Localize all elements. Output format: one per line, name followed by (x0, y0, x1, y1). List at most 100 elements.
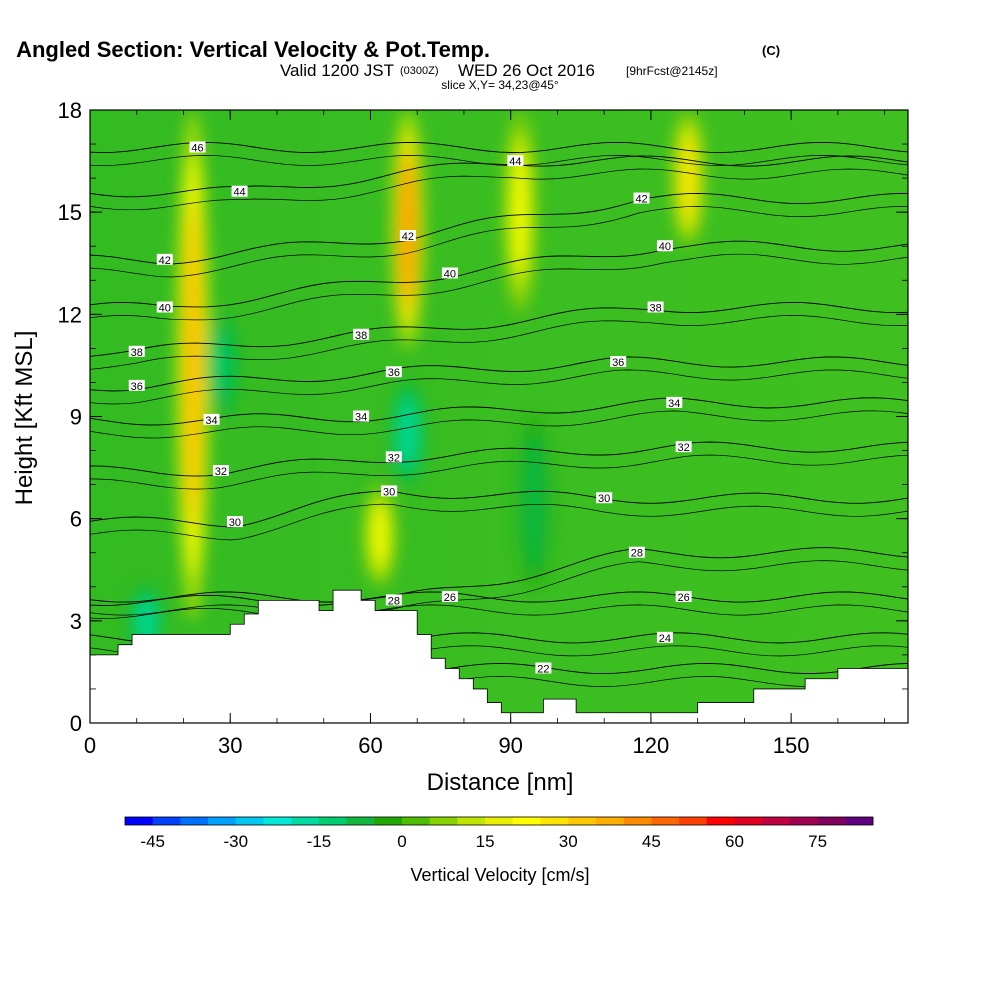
colorbar-tick-label: 0 (397, 832, 406, 851)
downdraft-band-1-level-2 (399, 400, 416, 467)
isotherm-label: 28 (628, 546, 645, 560)
valid-date: WED 26 Oct 2016 (458, 61, 595, 80)
isotherm-label: 38 (647, 301, 664, 315)
colorbar-swatch (485, 817, 514, 825)
isotherm-44-minor (90, 168, 908, 211)
isotherm-label-text: 22 (537, 664, 549, 676)
isotherm-label-text: 42 (635, 194, 647, 206)
isotherm-26-minor (90, 604, 908, 616)
isotherm-label-bg (507, 155, 524, 167)
isotherm-label-text: 30 (229, 517, 241, 529)
y-tick-label: 15 (58, 200, 82, 225)
isotherm-40-minor (90, 253, 908, 321)
isotherm-label: 40 (156, 301, 173, 315)
isotherm-label-bg (385, 451, 402, 463)
colorbar-swatch (540, 817, 569, 825)
isotherm-label-text: 44 (509, 156, 521, 168)
isotherm-label-bg (535, 662, 552, 674)
y-tick-label: 6 (70, 507, 82, 532)
isotherm-34 (90, 397, 908, 426)
isotherm-label: 44 (231, 185, 248, 199)
isotherm-label-text: 46 (191, 142, 203, 154)
isotherm-label: 32 (212, 464, 229, 478)
colorbar-tick-label: -30 (224, 832, 249, 851)
isotherm-label: 30 (226, 516, 243, 529)
isotherm-label: 38 (353, 328, 370, 342)
isotherm-label-text: 28 (631, 548, 643, 560)
colorbar-swatch (374, 817, 403, 825)
isotherm-label: 34 (353, 410, 370, 424)
isotherm-label-bg (203, 413, 220, 425)
colorbar-swatch (595, 817, 624, 825)
colorbar-swatch (817, 817, 846, 825)
colorbar-swatch (429, 817, 458, 825)
isotherm-40 (90, 240, 908, 308)
isotherm-42-minor (90, 206, 908, 278)
isotherm-label: 32 (385, 451, 402, 464)
isotherm-46 (90, 141, 908, 154)
isotherm-34-minor (90, 410, 908, 439)
updraft-band-2-level-2 (371, 503, 388, 569)
x-tick-label: 30 (218, 733, 242, 758)
colorbar-swatch (152, 817, 181, 825)
colorbar-swatch (318, 817, 347, 825)
isotherm-label-text: 30 (598, 493, 610, 505)
isotherm-label: 26 (675, 590, 692, 604)
isotherm-label-bg (441, 267, 458, 279)
chart-title: Angled Section: Vertical Velocity & Pot.… (16, 37, 490, 62)
isotherm-label-text: 42 (402, 231, 414, 243)
x-tick-label: 120 (633, 733, 670, 758)
isotherm-label: 42 (399, 230, 416, 243)
isotherm-28 (90, 547, 908, 606)
isotherm-label-bg (128, 379, 145, 391)
isotherm-label-text: 30 (383, 486, 395, 498)
isotherm-label: 42 (633, 192, 650, 206)
isotherm-label: 28 (385, 594, 402, 607)
isotherm-label: 26 (441, 590, 458, 604)
isotherm-label: 32 (675, 441, 692, 454)
isotherm-label-text: 38 (131, 347, 143, 359)
isotherm-label: 40 (656, 240, 673, 253)
isotherm-label: 34 (203, 413, 220, 427)
colorbar-swatch (291, 817, 320, 825)
colorbar-tick-label: -45 (140, 832, 165, 851)
colorbar: -45 -30 -15 0 15 30 45 60 75 (124, 816, 874, 851)
isotherm-label-text: 44 (233, 187, 245, 199)
isotherm-label-text: 36 (131, 381, 143, 393)
isotherm-label-bg (647, 301, 664, 313)
isotherm-label-bg (399, 230, 416, 242)
colorbar-swatch (651, 817, 680, 825)
isotherm-36-minor (90, 369, 908, 405)
colorbar-swatch (623, 817, 652, 825)
colorbar-swatch (512, 817, 541, 825)
isotherm-label-text: 34 (355, 412, 367, 424)
isotherm-label: 24 (656, 631, 673, 645)
colorbar-swatch (125, 817, 154, 825)
isotherm-label-text: 24 (659, 633, 671, 645)
isotherm-label-bg (128, 345, 145, 357)
colorbar-tick-label: 45 (642, 832, 661, 851)
isotherm-label-text: 32 (215, 466, 227, 478)
velocity-field (90, 110, 908, 723)
colorbar-tick-label: 60 (725, 832, 744, 851)
y-axis-label: Height [Kft MSL] (11, 331, 38, 506)
isotherm-label-bg (656, 631, 673, 643)
isotherm-label-bg (353, 410, 370, 422)
isotherm-36 (90, 356, 908, 392)
isotherm-label-bg (656, 240, 673, 252)
isotherm-label: 38 (128, 345, 145, 359)
isotherm-label-bg (385, 594, 402, 606)
isotherm-label: 40 (441, 267, 458, 280)
isotherm-label-text: 32 (388, 452, 400, 464)
isotherm-label-bg (381, 485, 398, 497)
isotherm-label-bg (353, 328, 370, 340)
isotherm-32-minor (90, 454, 908, 490)
isotherm-lines (90, 141, 908, 687)
isotherm-38 (90, 301, 908, 357)
isotherm-label-bg (441, 590, 458, 602)
y-tick-label: 0 (70, 711, 82, 736)
isotherm-label-text: 38 (355, 330, 367, 342)
y-tick-label: 9 (70, 405, 82, 430)
isotherm-label-text: 26 (444, 592, 456, 604)
